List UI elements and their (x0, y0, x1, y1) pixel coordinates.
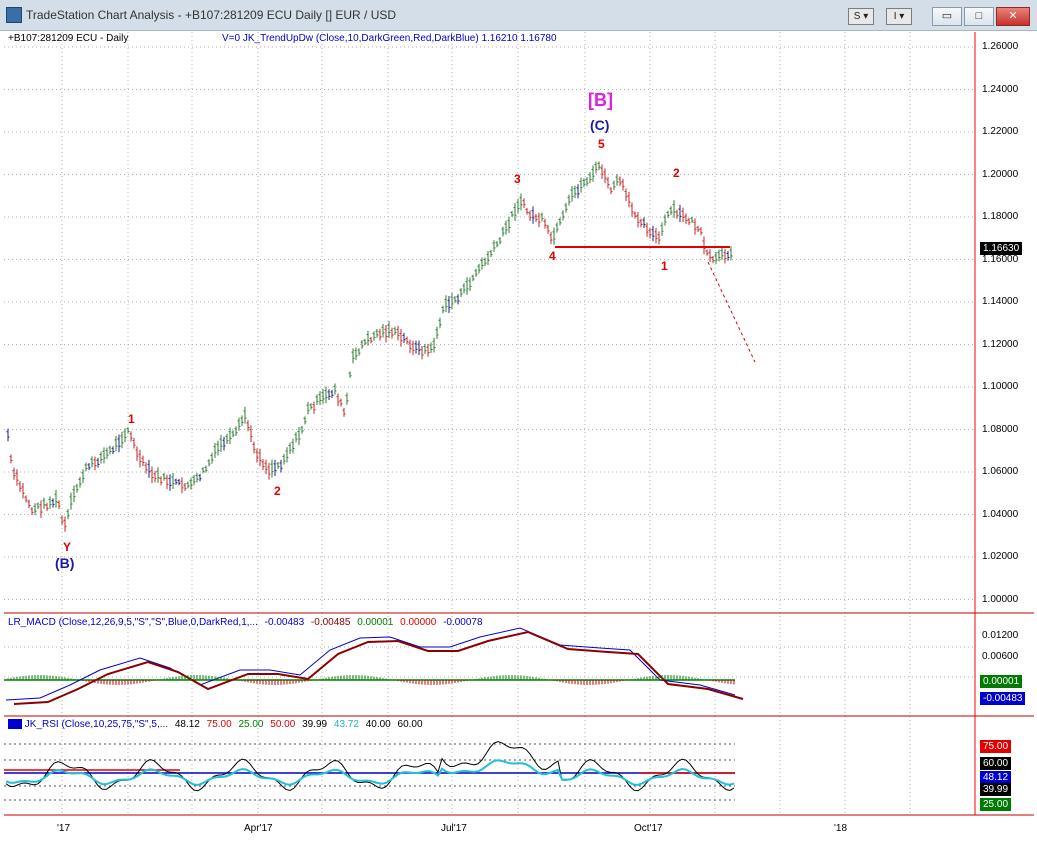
grid-lines (4, 32, 975, 815)
price-tick-1: 1.24000 (982, 83, 1019, 95)
rsi-box-60: 60.00 (980, 757, 1012, 770)
rsi-panel-plot (4, 741, 735, 801)
maximize-button[interactable]: □ (964, 7, 994, 26)
symbol-link-s-button[interactable]: S ▾ (848, 8, 874, 25)
wave-label-y: Y (63, 540, 72, 554)
rsi-value-3: 25.00 (238, 719, 264, 730)
rsi-value-1: 48.12 (174, 719, 200, 730)
macd-line (5, 627, 736, 701)
wave-label-3: 3 (514, 172, 521, 186)
rsi-legend-prefix: JK_RSI (Close,10,25,75,"S",5,... (24, 719, 169, 730)
symbol-link-i-button[interactable]: I ▾ (886, 8, 912, 25)
macd-panel-plot (4, 627, 975, 705)
macd-legend-prefix: LR_MACD (Close,12,26,9,5,"S","S",Blue,0,… (8, 617, 258, 628)
x-axis-label-18: '18 (834, 823, 848, 834)
rsi-value-8: 60.00 (397, 719, 423, 730)
symbol-label: +B107:281209 ECU - Daily (8, 33, 129, 44)
macd-legend: LR_MACD (Close,12,26,9,5,"S","S",Blue,0,… (8, 617, 483, 628)
price-tick-13: 1.00000 (982, 593, 1019, 605)
rsi-box-25: 25.00 (980, 798, 1012, 811)
rsi-value-2: 75.00 (206, 719, 232, 730)
app-icon (6, 7, 22, 23)
window-title: TradeStation Chart Analysis - +B107:2812… (26, 8, 397, 22)
price-tick-9: 1.08000 (982, 423, 1019, 435)
wave-label-1-right: 1 (661, 259, 668, 273)
macd-value-1: -0.00483 (264, 617, 305, 628)
price-tick-10: 1.06000 (982, 466, 1019, 477)
price-tick-11: 1.04000 (982, 508, 1019, 520)
rsi-box-48: 48.12 (980, 771, 1012, 784)
wave-label-c: (C) (590, 117, 610, 133)
price-tick-12: 1.02000 (982, 551, 1019, 562)
price-tick-5: 1.16000 (982, 253, 1019, 265)
wave-label-1-left: 1 (128, 412, 135, 426)
macd-value-3: 0.00001 (357, 617, 394, 628)
close-button[interactable]: ✕ (996, 7, 1030, 26)
indicator-label: V=0 JK_TrendUpDw (Close,10,DarkGreen,Red… (222, 33, 557, 44)
macd-signal-line (13, 630, 744, 705)
rsi-value-5: 39.99 (302, 719, 328, 730)
macd-tick-1: 0.00600 (982, 651, 1019, 662)
macd-value-4: 0.00000 (400, 617, 437, 628)
macd-value-2: -0.00485 (310, 617, 351, 628)
wave-label-b-paren: (B) (55, 555, 75, 571)
rsi-smooth-line (5, 759, 735, 786)
price-bars (6, 161, 733, 532)
rsi-value-6: 43.72 (333, 719, 359, 730)
price-tick-3: 1.20000 (982, 168, 1019, 180)
macd-value-5: -0.00078 (443, 617, 483, 628)
macd-tick-0: 0.01200 (982, 630, 1019, 641)
price-tick-6: 1.14000 (982, 296, 1019, 307)
wave-label-2-left: 2 (274, 484, 281, 498)
projection-line (707, 261, 756, 363)
x-axis-label-jul17: Jul'17 (441, 823, 467, 834)
rsi-value-4: 50.00 (270, 719, 296, 730)
macd-zero-box: 0.00001 (980, 675, 1023, 688)
i-button-label: I (893, 11, 897, 22)
rsi-line (5, 741, 735, 792)
rsi-legend: JK_RSI (Close,10,25,75,"S",5,... 48.12 7… (8, 719, 423, 730)
x-axis-label-apr17: Apr'17 (244, 823, 273, 834)
s-button-label: S (853, 11, 861, 22)
price-tick-4: 1.18000 (982, 211, 1019, 222)
window-titlebar: TradeStation Chart Analysis - +B107:2812… (0, 0, 1037, 31)
last-price-box: 1.16630 (980, 242, 1023, 255)
rsi-box-75: 75.00 (980, 740, 1012, 753)
price-tick-7: 1.12000 (982, 338, 1019, 350)
rsi-value-7: 40.00 (365, 719, 391, 730)
wave-label-2-right: 2 (673, 166, 680, 180)
price-tick-2: 1.22000 (982, 126, 1019, 137)
x-axis-label-oct17: Oct'17 (634, 823, 663, 834)
wave-label-b-bracket: [B] (588, 90, 613, 110)
x-axis-label-17: '17 (57, 823, 71, 834)
rsi-color-swatch (8, 719, 22, 730)
price-tick-0: 1.26000 (982, 41, 1019, 52)
macd-value-box: -0.00483 (980, 692, 1026, 705)
rsi-box-39: 39.99 (980, 783, 1012, 796)
chart-canvas[interactable] (0, 30, 1037, 848)
price-tick-8: 1.10000 (982, 381, 1019, 392)
wave-label-4: 4 (549, 249, 556, 263)
minimize-button[interactable]: ▭ (932, 7, 962, 26)
wave-label-5: 5 (598, 137, 605, 151)
